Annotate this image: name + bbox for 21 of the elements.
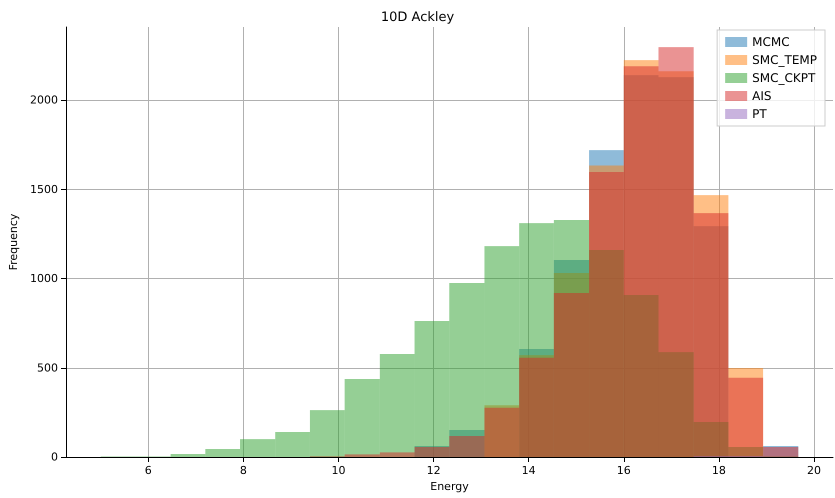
y-axis-title: Frequency	[7, 213, 20, 270]
x-tick-label: 12	[426, 464, 441, 477]
x-tick-label: 18	[712, 464, 726, 477]
x-tick-label: 20	[806, 464, 821, 477]
y-tick-label: 1000	[30, 272, 58, 286]
legend-label: AIS	[752, 89, 772, 103]
x-tick-label: 6	[144, 464, 152, 477]
x-tick-label: 14	[522, 464, 536, 477]
y-tick-label: 0	[51, 450, 58, 464]
y-tick-label: 500	[37, 361, 58, 374]
legend-label: SMC_CKPT	[752, 71, 816, 85]
x-axis-title: Energy	[430, 480, 470, 493]
legend-label: PT	[752, 107, 768, 121]
x-tick-label: 16	[616, 464, 631, 477]
x-tick-label: 10	[331, 464, 346, 477]
legend-label: MCMC	[752, 35, 790, 49]
chart-title: 10D Ackley	[380, 10, 454, 25]
legend-label: SMC_TEMP	[752, 53, 818, 67]
x-tick-label: 8	[240, 464, 247, 477]
y-tick-label: 2000	[30, 94, 58, 107]
y-tick-label: 1500	[30, 182, 58, 196]
